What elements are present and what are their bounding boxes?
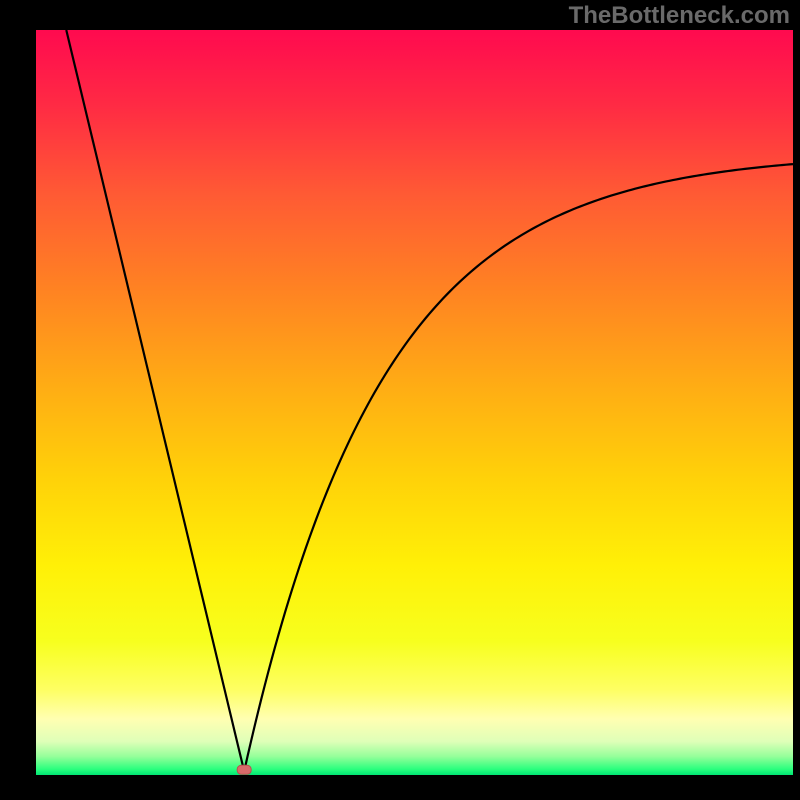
gradient-background	[36, 30, 793, 775]
watermark-text: TheBottleneck.com	[569, 2, 790, 30]
optimum-marker	[237, 765, 251, 774]
outer-frame: TheBottleneck.com	[0, 0, 800, 800]
chart-svg	[36, 30, 793, 775]
plot-area	[36, 30, 793, 775]
